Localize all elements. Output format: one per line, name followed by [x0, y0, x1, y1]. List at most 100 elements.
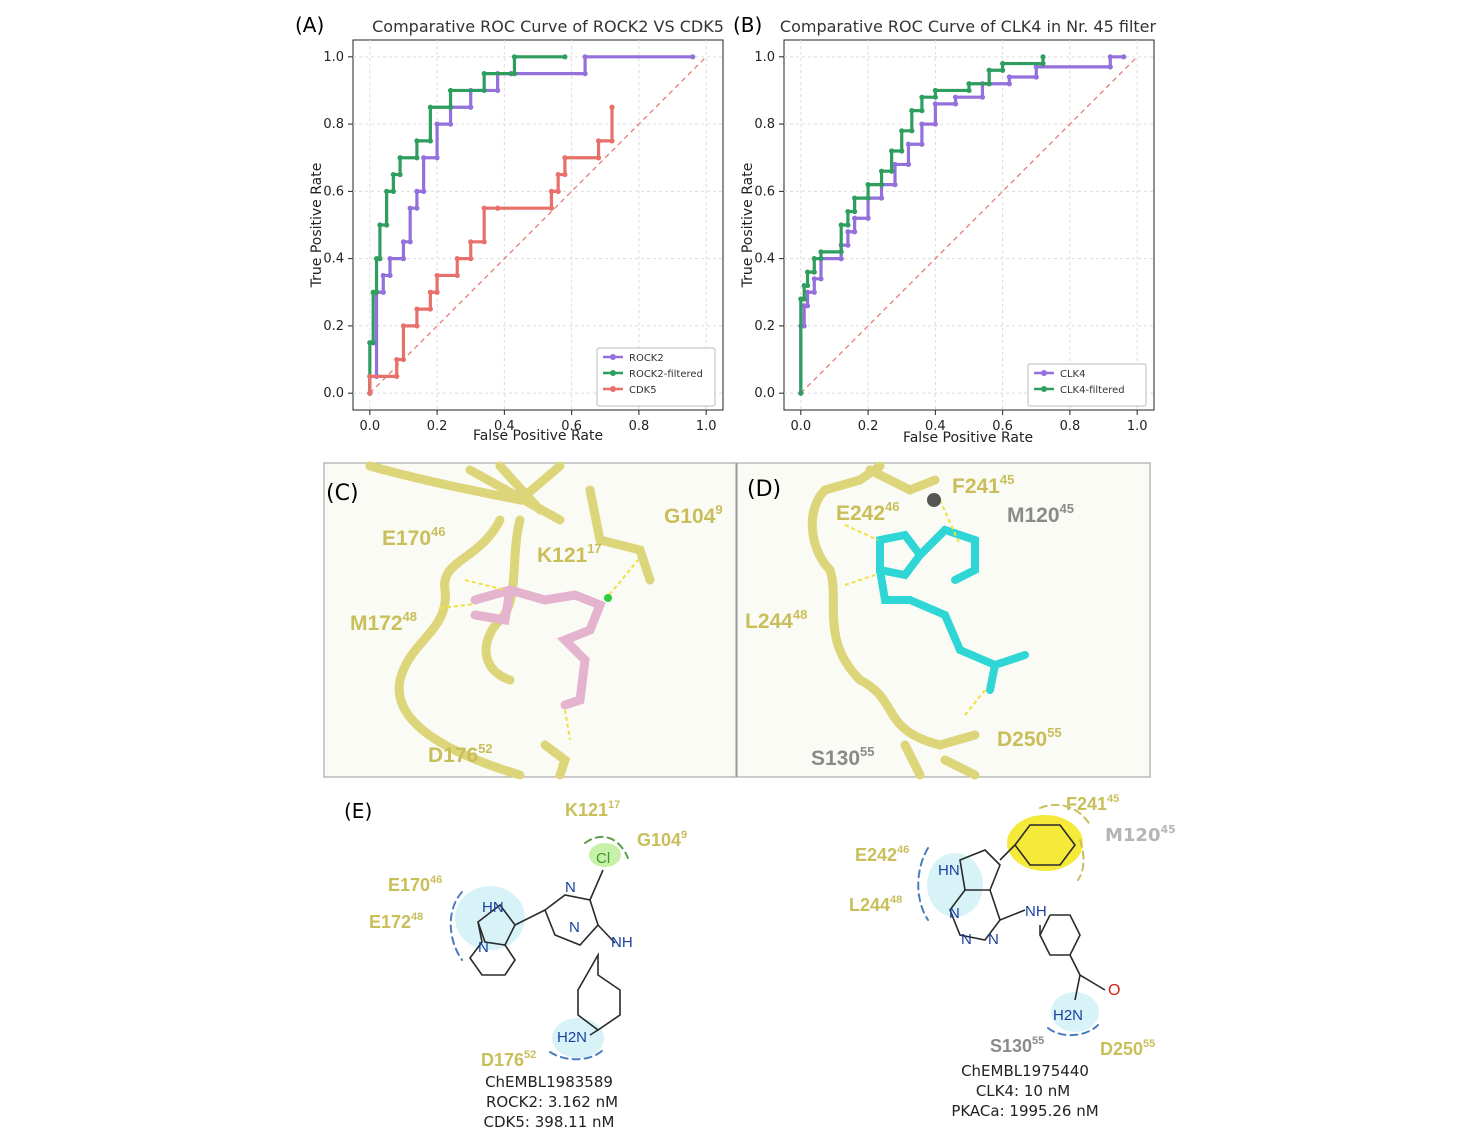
- series-point-cdk5: [562, 171, 568, 178]
- atom-nh-left: NH: [611, 934, 633, 951]
- series-point-cdk5: [454, 272, 460, 279]
- series-point-cdk5: [595, 138, 602, 144]
- res-d-f241: F24145: [952, 472, 1014, 498]
- res-d-l244: L24448: [745, 607, 807, 633]
- highlight-nh2-right: [1051, 992, 1099, 1032]
- series-point-rock2-filtered: [373, 289, 380, 295]
- structure-panel-c: [323, 461, 737, 780]
- series-point-rock2: [407, 205, 413, 211]
- series-point-rock2-filtered: [397, 171, 403, 178]
- highlight-cl-left: [589, 843, 621, 867]
- series-point-rock2: [690, 54, 696, 60]
- x-tick-label: 0.6: [992, 419, 1013, 434]
- legend-marker: [610, 354, 616, 360]
- y-tick-label: 0.8: [323, 117, 344, 132]
- atom-o-right: O: [1108, 982, 1120, 999]
- series-point-clk4-filtered: [966, 81, 972, 87]
- series-point-rock2: [400, 239, 407, 245]
- series-point-clk4-filtered: [889, 148, 895, 154]
- series-point-clk4: [919, 141, 925, 147]
- caption-left-0: ChEMBL1983589: [485, 1073, 613, 1091]
- caption-left-1: ROCK2: 3.162 nM: [486, 1093, 618, 1111]
- res-d-m120: M12045: [1007, 501, 1074, 527]
- series-point-clk4-filtered: [852, 195, 858, 201]
- atom-n-left-1: N: [478, 939, 489, 956]
- series-point-clk4: [818, 276, 824, 282]
- highlight-hn-left: [455, 886, 525, 950]
- series-point-clk4-filtered: [919, 94, 925, 100]
- atom-h2n-left: H2N: [557, 1029, 587, 1046]
- series-point-clk4: [838, 256, 844, 262]
- y-tick-label: 0.2: [754, 319, 775, 334]
- caption-left-2: CDK5: 398.11 nM: [484, 1113, 615, 1131]
- res-e-right-e242: E24246: [855, 844, 909, 865]
- series-line-rock2: [368, 55, 693, 394]
- series-point-rock2-filtered: [481, 87, 487, 94]
- series-point-rock2-filtered: [511, 54, 518, 60]
- res-d-e242: E24246: [836, 499, 900, 525]
- legend-marker: [1041, 370, 1047, 376]
- legend-marker: [1041, 386, 1047, 392]
- series-point-cdk5: [414, 306, 420, 312]
- series-point-cdk5: [555, 188, 561, 194]
- y-tick-label: 0.2: [323, 319, 344, 334]
- series-point-rock2-filtered: [414, 138, 420, 144]
- res-c-m172: M17248: [350, 609, 417, 635]
- series-point-clk4-filtered: [932, 87, 938, 94]
- series-point-clk4-filtered: [909, 128, 915, 134]
- ligand-c: [470, 585, 606, 710]
- res-c-d176: D17652: [428, 741, 493, 767]
- series-point-rock2: [380, 289, 386, 295]
- chart-a-title: Comparative ROC Curve of ROCK2 VS CDK5: [372, 17, 724, 36]
- series-point-rock2-filtered: [370, 340, 376, 346]
- series-point-rock2: [582, 54, 588, 60]
- series-point-rock2: [582, 71, 588, 77]
- ligand-d: [876, 525, 1029, 694]
- series-point-rock2: [414, 205, 420, 211]
- atom-hn-left: HN: [482, 899, 504, 916]
- molecule-left: HN N N N NH Cl H2N: [449, 835, 633, 1061]
- series-point-clk4-filtered: [909, 108, 915, 114]
- series-point-clk4: [932, 121, 938, 127]
- series-point-clk4: [845, 229, 851, 235]
- series-point-clk4-filtered: [811, 269, 817, 275]
- series-point-rock2-filtered: [427, 138, 433, 144]
- x-tick-label: 0.8: [629, 419, 650, 434]
- series-point-rock2-filtered: [427, 104, 433, 110]
- y-tick-label: 0.8: [754, 117, 775, 132]
- highlight-phenyl-right: [1007, 815, 1083, 871]
- series-point-clk4-filtered: [798, 390, 804, 396]
- atom-n-right-1: N: [949, 905, 960, 922]
- res-e-left-d176: D17652: [481, 1049, 536, 1070]
- series-point-cdk5: [454, 256, 460, 262]
- res-e-left-e172: E17248: [369, 911, 423, 932]
- series-point-rock2-filtered: [397, 155, 403, 161]
- legend-a: ROCK2 ROCK2-filtered CDK5: [596, 347, 716, 407]
- series-point-rock2: [380, 272, 386, 279]
- interaction-arcs-left: [449, 835, 629, 1061]
- caption-right-0: ChEMBL1975440: [961, 1062, 1089, 1080]
- legend-label: CLK4: [1060, 369, 1085, 380]
- atom-n-right-2: N: [961, 931, 972, 948]
- series-point-cdk5: [427, 306, 433, 312]
- series-point-rock2-filtered: [511, 71, 518, 77]
- random-classifier-line: [800, 56, 1138, 394]
- series-point-cdk5: [414, 323, 420, 329]
- atom-hn-right: HN: [938, 862, 960, 879]
- series-point-clk4: [1033, 74, 1039, 80]
- series-point-cdk5: [562, 155, 568, 161]
- res-c-g104: G1049: [664, 502, 723, 528]
- series-point-clk4-filtered: [966, 87, 972, 94]
- series-point-rock2: [414, 188, 420, 194]
- series-point-clk4: [1006, 74, 1012, 80]
- x-tick-label: 0.4: [925, 419, 946, 434]
- series-point-rock2-filtered: [447, 87, 454, 94]
- atom-cl-left: Cl: [596, 850, 610, 867]
- cl-atom-c: [604, 594, 612, 602]
- series-b: [798, 54, 1138, 396]
- y-tick-label: 0.0: [754, 386, 775, 401]
- series-point-cdk5: [400, 356, 407, 363]
- res-d-s130: S13055: [811, 744, 875, 770]
- highlight-hn-right: [927, 853, 983, 917]
- series-point-clk4-filtered: [865, 182, 871, 188]
